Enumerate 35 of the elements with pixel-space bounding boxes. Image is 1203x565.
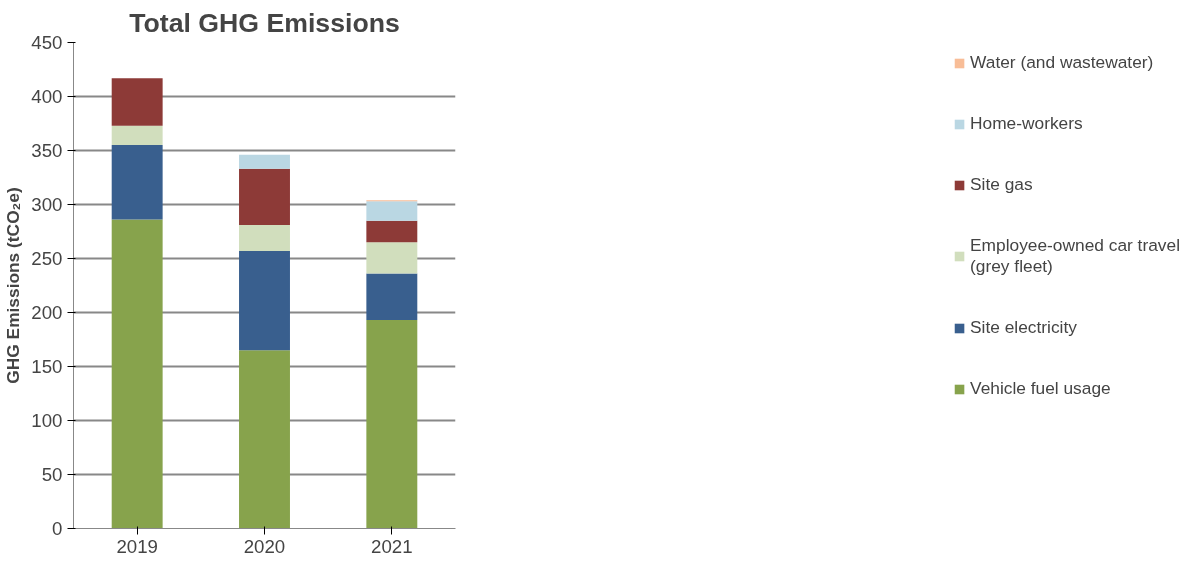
legend-label: Site gas [970, 174, 1033, 195]
y-tick-label: 300 [31, 194, 63, 215]
legend-label: Water (and wastewater) [970, 52, 1154, 73]
bar [111, 219, 163, 529]
y-tick-label: 100 [31, 410, 63, 431]
bar [239, 250, 290, 351]
legend-label: Employee-owned car travel (grey fleet) [970, 235, 1180, 277]
y-tick-label: 50 [41, 464, 63, 485]
bar [111, 125, 163, 146]
bar [111, 145, 163, 220]
bar [366, 320, 418, 529]
legend-label: Vehicle fuel usage [970, 378, 1111, 399]
bar [366, 273, 418, 321]
y-tick-label: 0 [52, 518, 63, 539]
bar [366, 220, 418, 243]
chart-title: Total GHG Emissions [129, 7, 400, 38]
legend-label: Home-workers [970, 113, 1083, 134]
legend-label: Site electricity [970, 317, 1077, 338]
bar [239, 225, 290, 251]
y-axis-title: GHG Emissions (tCO₂e) [3, 187, 24, 384]
y-tick-label: 200 [31, 302, 63, 323]
bar [239, 154, 290, 169]
bar [366, 242, 418, 274]
y-tick-label: 450 [31, 32, 63, 53]
x-tick-label: 2020 [243, 535, 286, 557]
x-tick-label: 2019 [116, 535, 158, 557]
bar [366, 201, 418, 221]
y-tick-label: 400 [31, 86, 63, 107]
y-tick-label: 150 [31, 356, 63, 377]
bar [111, 78, 163, 126]
bar [239, 168, 290, 226]
y-tick-label: 350 [31, 140, 63, 161]
bar [239, 350, 290, 529]
y-tick-label: 250 [31, 248, 63, 269]
x-tick-label: 2021 [371, 535, 413, 557]
